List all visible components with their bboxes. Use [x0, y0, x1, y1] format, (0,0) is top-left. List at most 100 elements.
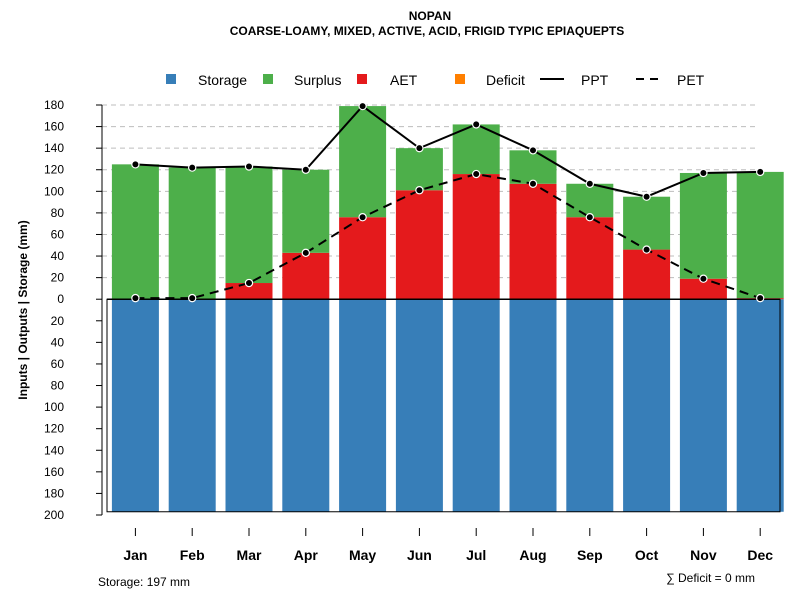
footer-deficit-text: ∑ Deficit = 0 mm — [666, 571, 755, 585]
point-pet — [187, 293, 197, 303]
bar-storage — [225, 299, 273, 512]
legend: Storage Surplus AET Deficit PPT PET — [166, 72, 705, 88]
y-axis-label: Inputs | Outputs | Storage (mm) — [16, 220, 30, 399]
point-pet — [699, 274, 708, 283]
bar-aet — [339, 217, 387, 300]
y-tick-label: 40 — [51, 335, 65, 349]
x-tick-label: May — [349, 547, 376, 563]
legend-label-surplus: Surplus — [294, 72, 341, 88]
x-tick-label: Dec — [747, 547, 773, 563]
y-tick-label: 100 — [44, 184, 64, 198]
bar-aet — [566, 217, 614, 300]
bar-storage — [168, 299, 216, 512]
legend-label-pet: PET — [677, 72, 705, 88]
y-tick-label: 140 — [44, 141, 64, 155]
y-tick-label: 20 — [51, 314, 65, 328]
line-pet — [135, 173, 761, 300]
bar-aet — [452, 174, 500, 300]
point-pet — [472, 169, 481, 179]
x-tick-label: Aug — [519, 547, 546, 563]
bar-storage — [679, 299, 727, 512]
legend-swatch-deficit — [455, 74, 465, 84]
x-tick-label: Nov — [690, 547, 717, 563]
bar-storage — [111, 299, 159, 512]
point-pet — [244, 278, 254, 288]
y-tick-label: 200 — [44, 508, 64, 522]
bar-storage — [623, 299, 671, 512]
legend-label-ppt: PPT — [581, 72, 609, 88]
point-pet — [131, 293, 140, 303]
x-axis-labels: Jan Feb Mar Apr May Jun Jul Aug Sep Oct Nov Dec — [123, 528, 773, 563]
x-tick-label: Mar — [237, 547, 262, 563]
bar-aet — [395, 190, 443, 300]
y-tick-label: 20 — [51, 271, 65, 285]
y-tick-label: 140 — [44, 443, 64, 457]
bar-surplus — [679, 172, 727, 279]
x-tick-label: Jun — [407, 547, 432, 563]
x-tick-label: Jul — [466, 547, 486, 563]
line-ppt — [135, 104, 761, 198]
bar-storage — [282, 299, 330, 512]
bar-surplus — [395, 148, 443, 191]
chart-title: NOPAN — [409, 9, 451, 23]
legend-swatch-storage — [166, 74, 176, 84]
y-tick-label: 40 — [51, 249, 65, 263]
x-tick-label: Feb — [180, 547, 205, 563]
bar-storage — [452, 299, 500, 512]
bar-aet — [679, 278, 727, 300]
axes: 1801601401201008060402002040608010012014… — [44, 98, 781, 522]
point-pet — [528, 179, 538, 188]
point-pet — [415, 186, 424, 195]
point-ppt — [585, 179, 595, 188]
point-ppt — [528, 146, 538, 155]
series-lines — [131, 101, 765, 303]
x-tick-label: Sep — [577, 547, 603, 563]
bar-aet — [282, 252, 330, 300]
bars — [111, 106, 784, 512]
point-ppt — [756, 167, 765, 177]
bar-surplus — [623, 196, 671, 250]
point-pet — [642, 245, 651, 254]
y-tick-label: 180 — [44, 486, 64, 500]
legend-swatch-aet — [357, 74, 367, 84]
y-tick-label: 0 — [57, 292, 64, 306]
y-tick-label: 80 — [51, 206, 65, 220]
bar-surplus — [509, 150, 557, 184]
bar-surplus — [225, 166, 273, 284]
bar-storage — [736, 299, 784, 512]
point-ppt — [642, 192, 651, 201]
point-ppt — [131, 160, 140, 169]
x-tick-label: Jan — [123, 547, 147, 563]
y-tick-label: 60 — [51, 227, 65, 241]
legend-swatch-surplus — [263, 74, 273, 84]
bar-storage — [395, 299, 443, 512]
y-tick-label: 120 — [44, 163, 64, 177]
legend-label-deficit: Deficit — [486, 72, 525, 88]
y-tick-label: 80 — [51, 379, 65, 393]
point-pet — [358, 213, 367, 222]
bar-storage — [339, 299, 387, 512]
bar-aet — [225, 283, 273, 300]
point-ppt — [415, 143, 424, 153]
bar-surplus — [452, 124, 500, 175]
point-ppt — [244, 162, 254, 171]
bar-storage — [566, 299, 614, 512]
footer-storage-text: Storage: 197 mm — [98, 575, 190, 589]
x-tick-label: Apr — [294, 547, 319, 563]
bar-surplus — [282, 169, 330, 253]
x-tick-label: Oct — [635, 547, 659, 563]
bar-surplus — [111, 164, 159, 300]
bar-surplus — [566, 183, 614, 218]
point-ppt — [472, 120, 481, 129]
point-pet — [301, 248, 310, 258]
legend-label-storage: Storage — [198, 72, 247, 88]
point-pet — [756, 293, 765, 303]
bar-aet — [509, 183, 557, 300]
point-ppt — [187, 163, 197, 172]
chart-subtitle: COARSE-LOAMY, MIXED, ACTIVE, ACID, FRIGI… — [230, 24, 624, 38]
point-ppt — [699, 168, 708, 178]
y-tick-label: 60 — [51, 357, 65, 371]
y-tick-label: 160 — [44, 120, 64, 134]
bar-surplus — [736, 171, 784, 299]
